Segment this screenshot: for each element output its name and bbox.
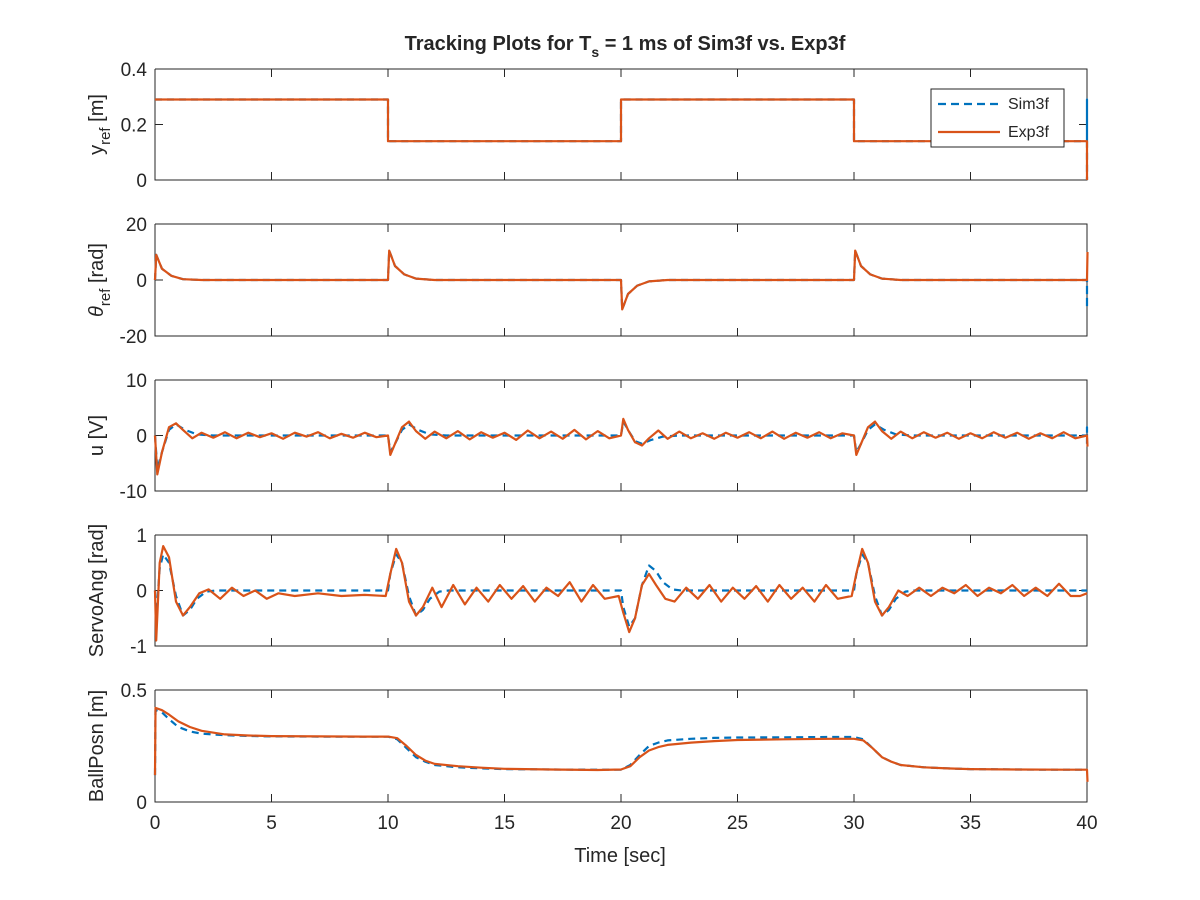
y-axis-label: ServoAng [rad] <box>86 524 108 657</box>
x-tick-label: 5 <box>266 813 277 834</box>
subplot-2: -20 0 20 θref [rad] <box>86 215 1089 348</box>
subplot-4: -1 0 1 ServoAng [rad] <box>86 524 1088 658</box>
y-tick-label: -20 <box>120 327 147 348</box>
subplot-3: -10 0 10 u [V] <box>86 371 1089 503</box>
y-tick-label: 0.4 <box>121 60 148 81</box>
x-tick-label: 30 <box>843 813 864 834</box>
x-tick-label: 15 <box>494 813 515 834</box>
y-tick-label: 0 <box>136 271 147 292</box>
series-line-exp3f <box>153 417 1089 476</box>
y-tick-label: 0 <box>136 582 147 603</box>
x-tick-label: 35 <box>960 813 981 834</box>
y-axis-label: u [V] <box>86 415 108 456</box>
y-tick-label: 1 <box>136 526 147 547</box>
x-tick-label: 25 <box>727 813 748 834</box>
y-tick-label: 0 <box>136 171 147 192</box>
y-tick-label: -10 <box>120 482 147 503</box>
series-line-exp3f <box>153 249 1089 311</box>
x-tick-label: 10 <box>377 813 398 834</box>
x-tick-label: 20 <box>610 813 631 834</box>
chart-title: Tracking Plots for Ts = 1 ms of Sim3f vs… <box>405 33 846 60</box>
x-tick-label: 40 <box>1076 813 1097 834</box>
series-line-exp3f <box>153 706 1089 782</box>
legend: Sim3f Exp3f <box>930 88 1065 148</box>
legend-box <box>930 88 1065 148</box>
legend-label-sim3f: Sim3f <box>1008 96 1049 113</box>
y-axis-label: θref [rad] <box>86 243 114 317</box>
y-tick-label: 0 <box>136 427 147 448</box>
subplot-5: 0 0.5 0 5 10 15 20 25 30 35 40 BallPosn [m] <box>86 681 1098 834</box>
legend-label-exp3f: Exp3f <box>1008 124 1049 141</box>
x-tick-label: 0 <box>150 813 161 834</box>
y-tick-label: 10 <box>126 371 147 392</box>
series-line-exp3f <box>153 545 1088 642</box>
y-axis-label: BallPosn [m] <box>86 690 108 802</box>
y-axis-label: yref [m] <box>86 94 114 155</box>
y-tick-label: 0 <box>136 793 147 814</box>
x-axis-label: Time [sec] <box>574 845 666 867</box>
y-tick-label: 0.2 <box>121 116 147 137</box>
y-tick-label: 20 <box>126 215 147 236</box>
y-tick-label: -1 <box>130 637 147 658</box>
y-tick-label: 0.5 <box>121 681 147 702</box>
